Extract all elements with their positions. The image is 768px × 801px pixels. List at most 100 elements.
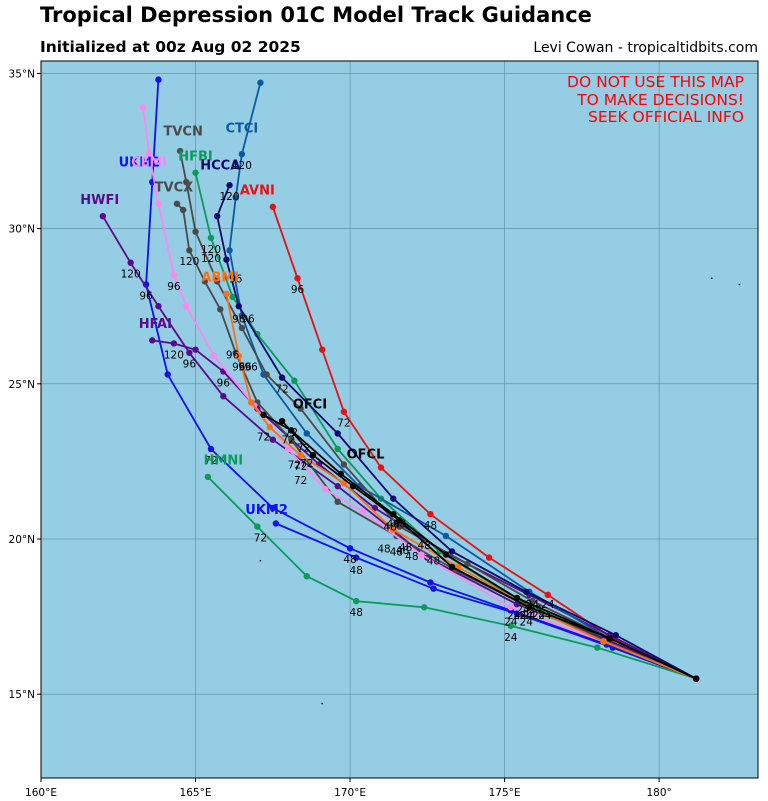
track-point	[220, 393, 227, 400]
hour-label: 24	[529, 604, 543, 616]
track-point	[247, 399, 255, 406]
track-point	[303, 573, 310, 580]
hour-label: 72	[285, 427, 298, 439]
track-point	[353, 554, 360, 561]
hour-label: 96	[232, 314, 246, 326]
hour-label: 96	[139, 290, 153, 302]
track-point	[442, 532, 450, 540]
track-point	[269, 436, 276, 443]
track-point	[192, 346, 199, 353]
model-name-ofcl: OFCL	[347, 447, 385, 462]
axis-ticks: 160°E 165°E 170°E 175°E 180° 15°N 20°N 25°N 30°N…	[9, 68, 672, 799]
island-dot	[738, 283, 741, 286]
lon-tick-label: 175°E	[489, 787, 521, 799]
track-point	[464, 560, 471, 568]
track-point	[349, 483, 357, 490]
credit-text: Levi Cowan - tropicaltidbits.com	[533, 40, 758, 56]
hour-label: 24	[532, 610, 546, 622]
model-name-tvcn: TVCN	[163, 124, 202, 139]
track-point	[238, 150, 246, 158]
hour-label: 96	[241, 314, 255, 326]
hour-label: 24	[538, 610, 552, 622]
track-point	[285, 445, 292, 453]
track-point	[155, 200, 162, 207]
track-point	[507, 604, 514, 611]
track-point	[170, 271, 178, 279]
track-point	[529, 597, 536, 605]
model-name-abmi: ABMI	[201, 270, 239, 285]
island-dot	[321, 702, 324, 705]
hour-label: 48	[350, 607, 363, 619]
track-point	[170, 340, 178, 347]
track-point	[155, 303, 162, 310]
track-point	[322, 486, 329, 493]
track-point	[513, 610, 521, 617]
track-point	[223, 290, 230, 297]
hour-label: 48	[343, 554, 356, 566]
track-point	[217, 306, 224, 313]
hour-label: 72	[300, 458, 313, 470]
track-point	[340, 461, 348, 468]
hour-label: 120	[164, 349, 184, 361]
track-point	[145, 150, 153, 158]
track-point	[340, 408, 348, 415]
hour-label: 72	[294, 461, 307, 473]
track-point	[430, 585, 437, 592]
track-point	[127, 259, 134, 266]
track-point	[164, 371, 171, 378]
hour-label: 24	[516, 604, 530, 616]
track-point	[396, 523, 403, 530]
hour-label: 120	[121, 269, 141, 281]
hour-label: 48	[393, 518, 406, 530]
track-line-avni	[271, 206, 697, 680]
track-point	[427, 579, 434, 586]
track-point	[390, 526, 397, 533]
track-point	[213, 278, 221, 285]
track-point	[612, 632, 620, 639]
hour-label: 24	[504, 616, 518, 628]
model-name-avni: AVNI	[240, 183, 275, 198]
track-point	[204, 473, 212, 481]
plot-frame	[40, 60, 759, 779]
hour-label: 120	[219, 191, 239, 203]
track-point	[303, 430, 310, 437]
track-point	[359, 507, 366, 515]
page-title: Tropical Depression 01C Model Track Guid…	[40, 3, 592, 27]
hour-label: 72	[275, 383, 288, 395]
track-point	[176, 147, 184, 155]
track-point	[291, 377, 298, 384]
track-point	[340, 479, 348, 487]
hour-label: 48	[418, 540, 431, 552]
track-point	[288, 436, 295, 443]
hour-label: 72	[294, 475, 307, 487]
island-dot	[259, 559, 262, 562]
lon-tick-label: 180°	[646, 787, 671, 799]
track-point	[173, 200, 181, 207]
hour-label: 48	[424, 520, 437, 532]
track-point	[377, 464, 385, 471]
lon-tick-label: 165°E	[180, 787, 212, 799]
warning-line-3: SEEK OFFICIAL INFO	[588, 108, 744, 126]
track-point	[269, 203, 276, 211]
hour-label: 96	[244, 362, 258, 374]
track-point	[278, 417, 286, 425]
track-point	[448, 563, 456, 571]
hour-label: 24	[520, 610, 534, 622]
lat-tick-label: 20°N	[9, 534, 35, 546]
track-point	[278, 374, 286, 381]
track-point	[139, 104, 147, 111]
track-point	[272, 520, 280, 527]
lat-tick-label: 15°N	[9, 689, 35, 701]
hour-labels: 2448729624487296487224481209612096120120…	[121, 160, 555, 644]
track-point	[417, 551, 425, 558]
track-point	[186, 349, 193, 356]
model-name-hwfi: HWFI	[80, 193, 119, 208]
track-point	[606, 635, 613, 642]
lat-tick-label: 30°N	[9, 224, 35, 236]
lat-tick-label: 35°N	[9, 68, 35, 80]
track-point	[192, 169, 199, 176]
track-point	[266, 424, 273, 431]
warning-line-2: TO MAKE DECISIONS!	[576, 91, 744, 109]
islands	[259, 277, 741, 705]
